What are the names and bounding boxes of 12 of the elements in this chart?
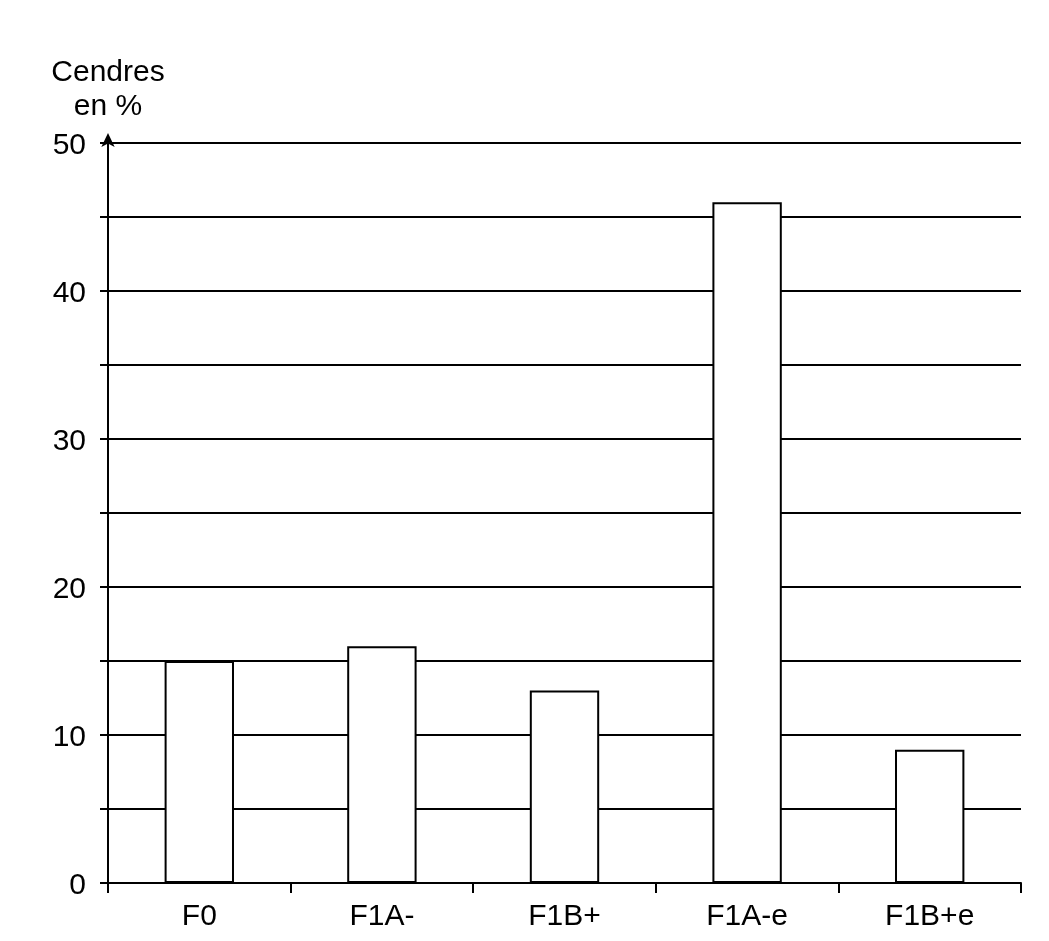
x-tick-label: F0: [181, 897, 217, 931]
x-tick-label: F1A-e: [706, 897, 788, 931]
y-axis-title: Cendres en %: [51, 53, 165, 121]
x-tick-label: F1A-: [349, 897, 415, 931]
y-tick-label: 50: [52, 126, 86, 160]
y-tick-label: 20: [52, 570, 86, 604]
x-tick-label: F1B+: [528, 897, 601, 931]
x-tick-label: F1B+e: [885, 897, 975, 931]
y-tick-label: 30: [52, 422, 86, 456]
y-tick-label: 40: [52, 274, 86, 308]
y-tick-label: 10: [52, 718, 86, 752]
y-tick-label: 0: [69, 866, 86, 900]
